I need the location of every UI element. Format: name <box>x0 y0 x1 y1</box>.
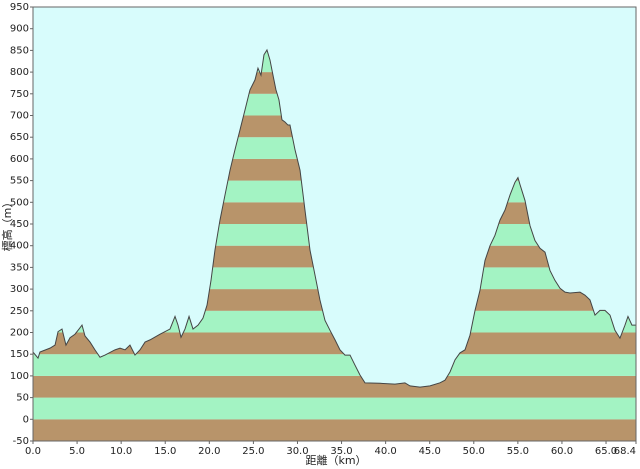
elevation-profile <box>32 48 636 388</box>
y-tick-label: 350 <box>10 262 29 273</box>
x-tick-label: 25.0 <box>242 446 264 457</box>
x-tick-label: 50.0 <box>463 446 485 457</box>
y-axis-title: 標高（m） <box>0 197 14 252</box>
y-tick-label: 550 <box>10 176 29 187</box>
x-tick-label: 10.0 <box>110 446 132 457</box>
x-tick-label: 40.0 <box>374 446 396 457</box>
x-tick-label: 30.0 <box>286 446 308 457</box>
y-tick-label: 750 <box>10 89 29 100</box>
elevation-band <box>33 397 636 420</box>
y-tick-label: 150 <box>10 349 29 360</box>
elevation-band <box>33 332 636 355</box>
x-tick-label: 68.4 <box>614 446 636 457</box>
x-tick-label: 20.0 <box>198 446 220 457</box>
y-tick-label: 0 <box>23 414 29 425</box>
x-tick-label: 60.0 <box>551 446 573 457</box>
y-tick-label: 450 <box>10 219 29 230</box>
x-tick-label: 55.0 <box>507 446 529 457</box>
y-tick-label: 700 <box>10 111 29 122</box>
elevation-band <box>33 419 636 441</box>
y-tick-label: 600 <box>10 154 29 165</box>
x-tick-label: 45.0 <box>419 446 441 457</box>
y-tick-label: 950 <box>10 2 29 13</box>
y-tick-label: -50 <box>13 436 29 447</box>
y-tick-label: 650 <box>10 132 29 143</box>
elevation-band <box>33 375 636 398</box>
y-tick-label: 400 <box>10 241 29 252</box>
x-tick-label: 65.0 <box>595 446 617 457</box>
x-tick-label: 0.0 <box>25 446 41 457</box>
x-tick-label: 5.0 <box>69 446 85 457</box>
y-tick-label: 100 <box>10 371 29 382</box>
y-tick-label: 300 <box>10 284 29 295</box>
y-tick-label: 900 <box>10 24 29 35</box>
y-tick-label: 50 <box>16 393 29 404</box>
x-tick-label: 15.0 <box>154 446 176 457</box>
y-tick-label: 500 <box>10 197 29 208</box>
elevation-band <box>33 354 636 376</box>
y-tick-label: 200 <box>10 328 29 339</box>
y-tick-label: 850 <box>10 45 29 56</box>
y-tick-label: 250 <box>10 306 29 317</box>
x-axis-title: 距離（km） <box>305 453 366 467</box>
y-tick-label: 800 <box>10 67 29 78</box>
x-tick-label: 35.0 <box>330 446 352 457</box>
